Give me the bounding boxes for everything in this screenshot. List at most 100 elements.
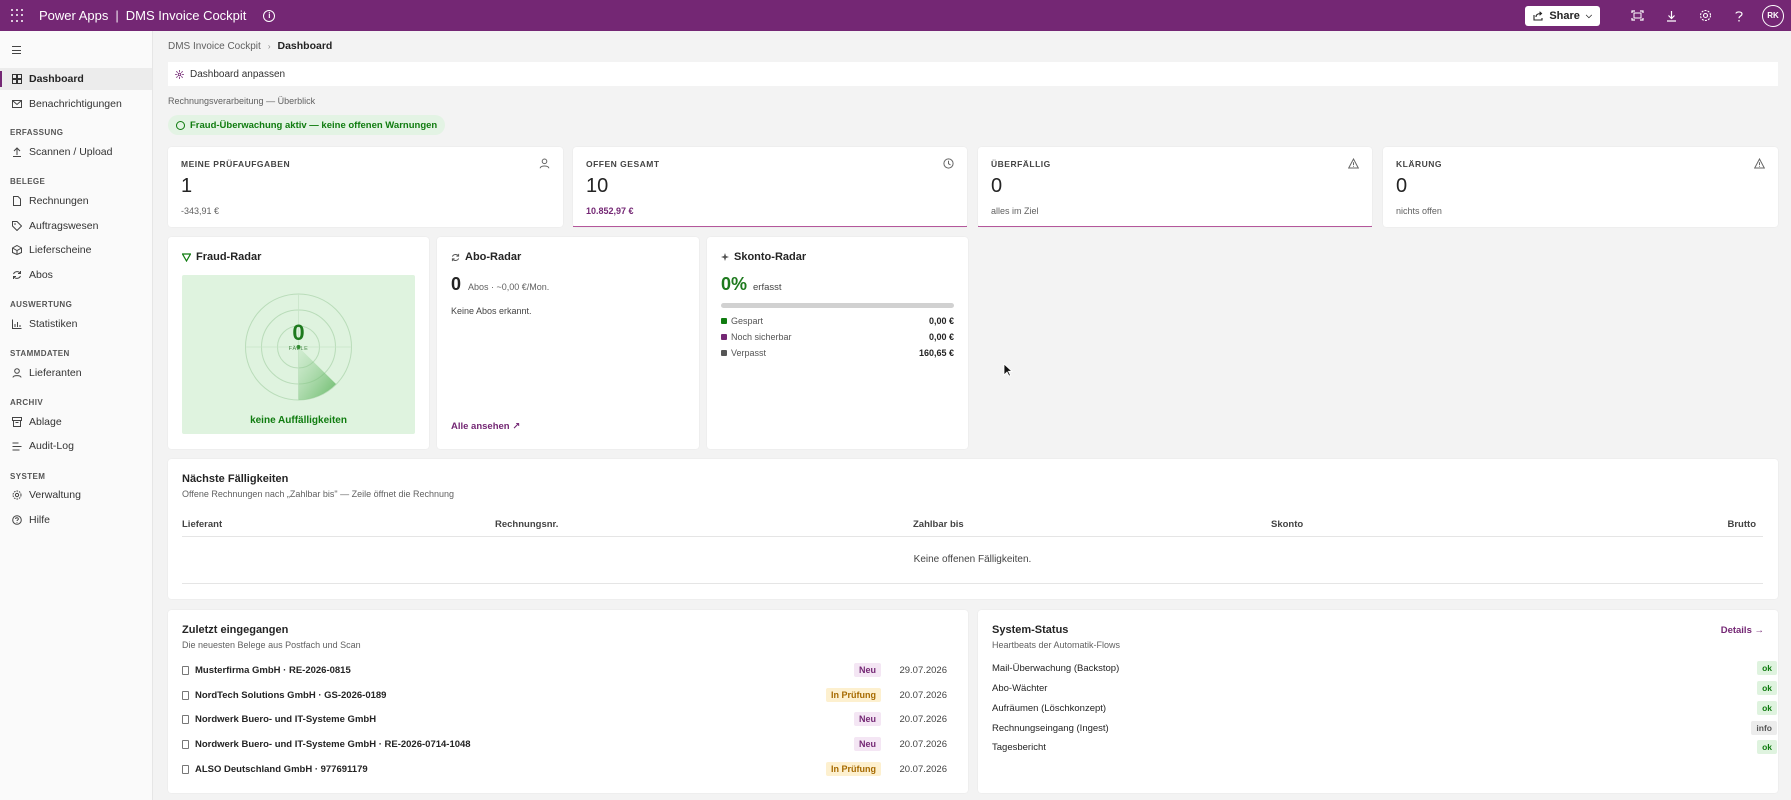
sidebar-item-label: Dashboard — [29, 73, 84, 85]
status-badge: ok — [1757, 701, 1777, 715]
help-icon[interactable] — [1722, 0, 1756, 31]
breadcrumb-root[interactable]: DMS Invoice Cockpit — [168, 40, 261, 52]
app-launcher-icon[interactable] — [11, 8, 25, 23]
skonto-progress-bar — [721, 303, 954, 308]
download-icon[interactable] — [1654, 0, 1688, 31]
sidebar-item-label: Benachrichtigungen — [29, 98, 122, 110]
settings-icon[interactable] — [1688, 0, 1722, 31]
customize-dashboard-button[interactable]: Dashboard anpassen — [168, 62, 1778, 86]
fraud-count-label: FÄLLE — [288, 346, 309, 352]
skonto-row-verpasst: Verpasst 160,65 € — [721, 348, 954, 358]
skonto-unit: erfasst — [753, 282, 782, 293]
sidebar-item-archive[interactable]: Ablage — [0, 411, 152, 433]
list-item[interactable]: ALSO Deutschland GmbH · 977691179 In Prü… — [182, 761, 947, 777]
kpi-value: 0 — [991, 175, 1003, 197]
system-status-card: System-Status Heartbeats der Automatik-F… — [978, 610, 1778, 793]
mail-icon — [11, 99, 22, 110]
share-button[interactable]: Share ⌵ — [1525, 5, 1600, 26]
document-date: 29.07.2026 — [899, 664, 947, 676]
kpi-sub: -343,91 € — [181, 206, 220, 216]
column-header-rechnungsnr[interactable]: Rechnungsnr. — [495, 519, 559, 530]
sidebar-item-invoices[interactable]: Rechnungen — [0, 190, 152, 212]
kpi-card-ueberfaellig[interactable]: ÜBERFÄLLIG 0 alles im Ziel — [978, 147, 1372, 227]
abo-radar-title: Abo-Radar — [465, 251, 522, 263]
sidebar-item-help[interactable]: Hilfe — [0, 509, 152, 531]
kpi-card-offen-gesamt[interactable]: OFFEN GESAMT 10 10.852,97 € — [573, 147, 967, 227]
sidebar-item-delivery-notes[interactable]: Lieferscheine — [0, 239, 152, 261]
tag-icon — [11, 221, 22, 232]
skonto-row-noch-sicherbar: Noch sicherbar 0,00 € — [721, 332, 954, 342]
section-label-archiv: ARCHIV — [10, 398, 44, 407]
sidebar-item-orders[interactable]: Auftragswesen — [0, 215, 152, 237]
sidebar: Dashboard Benachrichtigungen ERFASSUNG S… — [0, 31, 153, 800]
kpi-label: ÜBERFÄLLIG — [991, 159, 1051, 169]
sidebar-item-notifications[interactable]: Benachrichtigungen — [0, 93, 152, 115]
sidebar-item-label: Hilfe — [29, 514, 51, 526]
status-badge: info — [1751, 721, 1777, 735]
sidebar-item-label: Auftragswesen — [29, 220, 99, 232]
recent-documents-card: Zuletzt eingegangen Die neuesten Belege … — [168, 610, 968, 793]
document-icon — [182, 739, 189, 749]
sidebar-item-suppliers[interactable]: Lieferanten — [0, 362, 152, 384]
status-row: Abo-Wächter ok — [992, 681, 1777, 695]
card-title: Fraud-Radar — [182, 251, 261, 263]
sidebar-item-statistics[interactable]: Statistiken — [0, 313, 152, 335]
details-link[interactable]: Details → — [1720, 625, 1764, 636]
kpi-accent-line — [978, 225, 1372, 227]
list-item[interactable]: Nordwerk Buero- und IT-Systeme GmbH · RE… — [182, 736, 947, 752]
status-badge: In Prüfung — [826, 688, 881, 702]
skonto-row-gespart: Gespart 0,00 € — [721, 316, 954, 326]
kpi-sub: 10.852,97 € — [586, 206, 634, 216]
sidebar-item-label: Lieferanten — [29, 367, 82, 379]
person-icon — [11, 368, 22, 379]
kpi-sub: nichts offen — [1396, 206, 1442, 216]
column-header-zahlbar-bis[interactable]: Zahlbar bis — [913, 519, 964, 530]
list-item[interactable]: Musterfirma GmbH · RE-2026-0815 Neu 29.0… — [182, 662, 947, 678]
flow-name: Rechnungseingang (Ingest) — [992, 722, 1109, 734]
hamburger-menu-icon[interactable] — [12, 46, 21, 57]
avatar[interactable]: RK — [1762, 4, 1784, 27]
empty-state-text: Keine offenen Fälligkeiten. — [913, 554, 1032, 565]
app-name: DMS Invoice Cockpit — [125, 8, 247, 23]
column-header-brutto[interactable]: Brutto — [1727, 519, 1757, 530]
sidebar-item-audit-log[interactable]: Audit-Log — [0, 435, 152, 457]
kpi-value: 10 — [586, 175, 609, 197]
column-header-skonto[interactable]: Skonto — [1271, 519, 1304, 530]
list-item[interactable]: Nordwerk Buero- und IT-Systeme GmbH Neu … — [182, 711, 947, 727]
sidebar-item-administration[interactable]: Verwaltung — [0, 484, 152, 506]
section-label-erfassung: ERFASSUNG — [10, 128, 64, 137]
sidebar-item-subscriptions[interactable]: Abos — [0, 264, 152, 286]
funnel-icon — [182, 252, 191, 262]
kpi-label: OFFEN GESAMT — [586, 159, 660, 169]
document-date: 20.07.2026 — [899, 738, 947, 750]
table-divider — [182, 583, 1763, 584]
list-icon — [11, 441, 22, 452]
column-header-lieferant[interactable]: Lieferant — [182, 519, 223, 530]
section-title: Nächste Fälligkeiten — [182, 473, 289, 485]
fit-screen-icon[interactable] — [1620, 0, 1654, 31]
skonto-row-label: Verpasst — [731, 348, 767, 358]
document-icon — [182, 764, 189, 774]
document-icon — [182, 665, 189, 675]
info-icon[interactable]: i — [263, 9, 276, 22]
skonto-row-label: Gespart — [731, 316, 764, 326]
abo-radar-card: Abo-Radar 0 Abos · ~0,00 €/Mon. Keine Ab… — [437, 237, 699, 449]
status-row: Aufräumen (Löschkonzept) ok — [992, 701, 1777, 715]
abo-view-all-link[interactable]: Alle ansehen ↗ — [451, 421, 521, 432]
sidebar-item-scan-upload[interactable]: Scannen / Upload — [0, 141, 152, 163]
table-divider — [182, 536, 1763, 537]
warning-icon — [1754, 158, 1765, 169]
document-name: ALSO Deutschland GmbH · 977691179 — [195, 763, 368, 775]
share-icon — [1533, 10, 1543, 21]
fraud-radar-panel[interactable]: 0 FÄLLE keine Auffälligkeiten — [182, 275, 415, 434]
document-name: Musterfirma GmbH · RE-2026-0815 — [195, 664, 351, 676]
section-subtitle: Die neuesten Belege aus Postfach und Sca… — [182, 640, 361, 650]
list-item[interactable]: NordTech Solutions GmbH · GS-2026-0189 I… — [182, 687, 947, 703]
due-invoices-card: Nächste Fälligkeiten Offene Rechnungen n… — [168, 459, 1778, 599]
flow-name: Mail-Überwachung (Backstop) — [992, 662, 1120, 674]
section-label-system: SYSTEM — [10, 472, 46, 481]
sidebar-item-dashboard[interactable]: Dashboard — [0, 68, 152, 90]
kpi-card-pruefaufgaben[interactable]: MEINE PRÜFAUFGABEN 1 -343,91 € — [168, 147, 563, 227]
kpi-card-klaerung[interactable]: KLÄRUNG 0 nichts offen — [1383, 147, 1778, 227]
status-row: Tagesbericht ok — [992, 740, 1777, 754]
